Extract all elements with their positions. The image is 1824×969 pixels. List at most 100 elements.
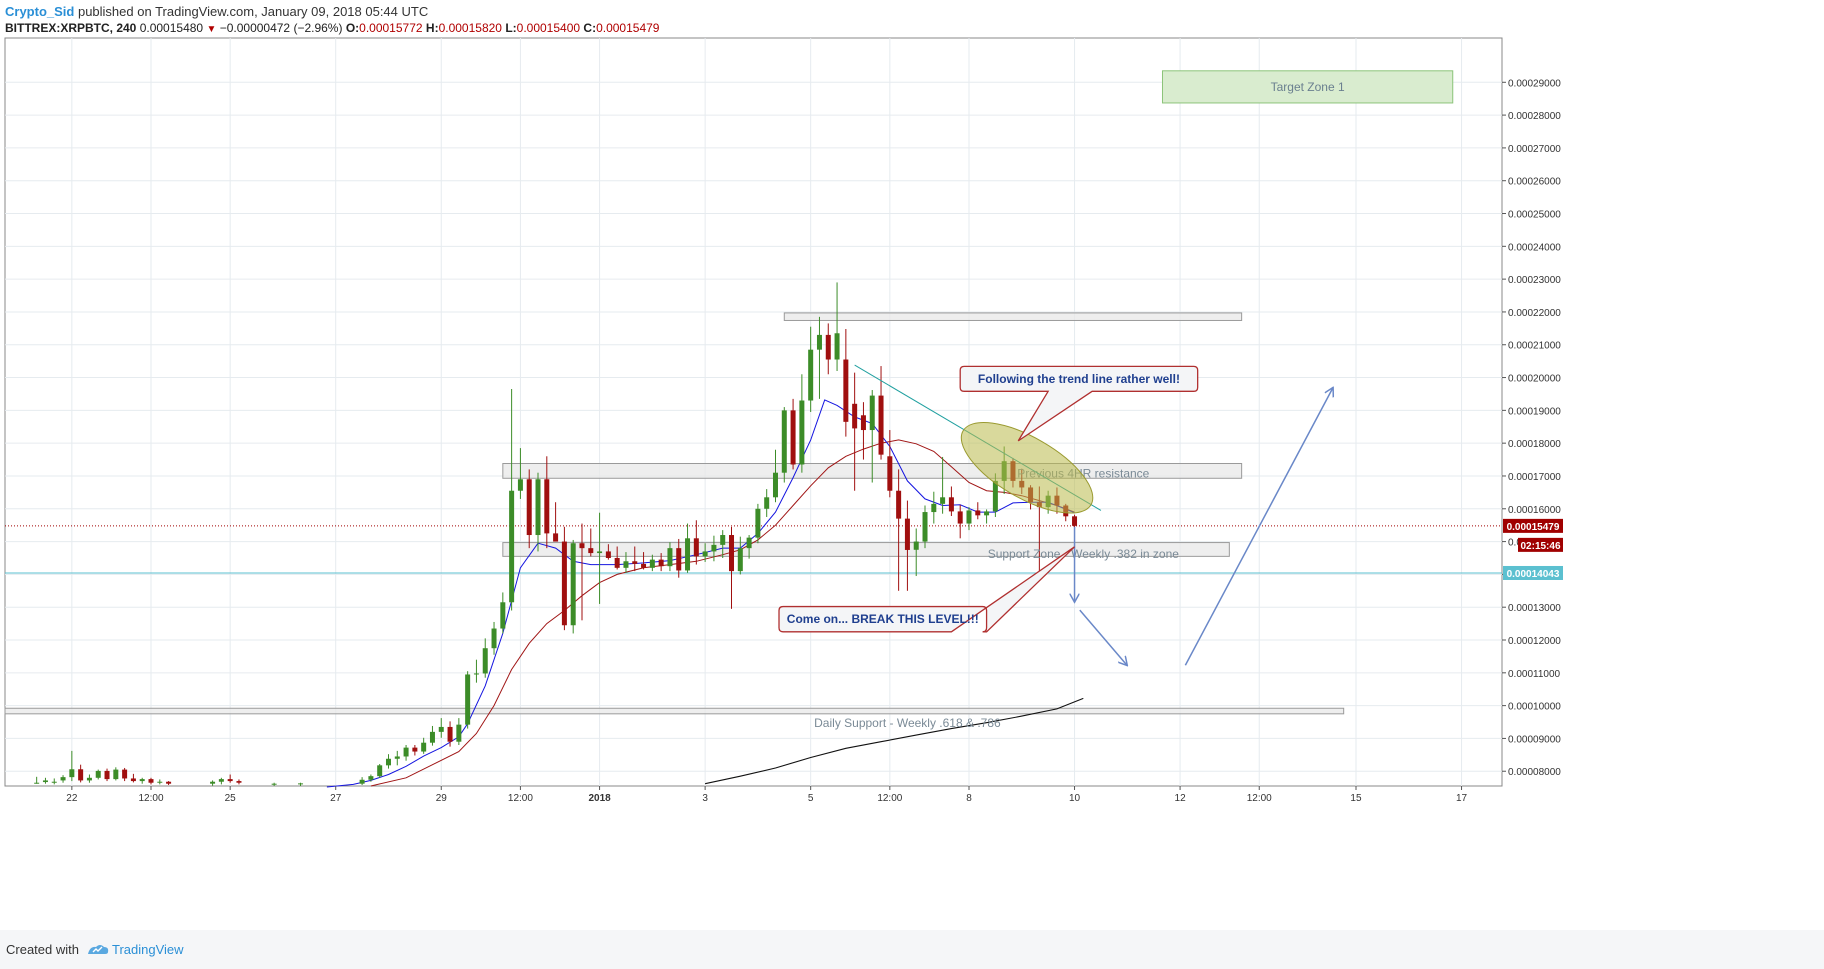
candle-body (816, 334, 822, 350)
candle-body (658, 559, 664, 567)
candle-body (605, 551, 611, 558)
candle (799, 374, 805, 473)
candle-body (359, 779, 365, 784)
candle (579, 523, 585, 621)
x-tick-label: 2018 (588, 793, 611, 804)
candle-body (913, 541, 919, 550)
candle-body (104, 770, 110, 780)
close-value: 0.00015479 (596, 21, 660, 35)
candle-body (368, 776, 374, 780)
candle-body (614, 557, 620, 568)
price-tag-box (1503, 518, 1563, 533)
candle (667, 542, 673, 572)
x-tick-label: 10 (1069, 793, 1081, 804)
y-tick-label: 0.00019000 (1508, 406, 1561, 417)
candle-body (113, 769, 119, 780)
x-tick-label: 27 (330, 793, 342, 804)
candle-body (588, 548, 594, 554)
callout-text: Following the trend line rather well! (978, 372, 1180, 386)
candle (236, 779, 242, 785)
candle (825, 323, 831, 375)
candle-body (69, 769, 75, 778)
candle (447, 721, 453, 747)
candle-body (236, 781, 242, 783)
candle (711, 535, 717, 562)
y-tick-label: 0.00021000 (1508, 341, 1561, 352)
candle (878, 366, 884, 460)
candle-body (729, 535, 735, 572)
candle (561, 526, 567, 631)
candle-body (491, 628, 497, 649)
candle (429, 725, 435, 746)
sma-long-line (704, 697, 1084, 785)
candle (227, 774, 233, 783)
candle-body (632, 561, 638, 564)
candle-body (95, 770, 101, 778)
highlight-ellipse (960, 422, 1094, 514)
candle (641, 552, 647, 570)
candle-body (34, 782, 40, 784)
candle-body (852, 403, 858, 429)
candle (122, 767, 128, 782)
candle-body (227, 779, 233, 782)
x-tick-label: 3 (702, 793, 708, 804)
high-value: 0.00015820 (438, 21, 502, 35)
x-tick-label: 12:00 (508, 793, 533, 804)
candle-body (975, 510, 981, 516)
candle (60, 775, 66, 783)
y-tick-label: 0.00012000 (1508, 636, 1561, 647)
candle-body (394, 756, 400, 759)
candle-body (860, 415, 866, 431)
y-tick-label: 0.00024000 (1508, 242, 1561, 253)
candle (113, 767, 119, 781)
candle-body (535, 479, 541, 536)
change-arrow-icon: ▼ (206, 24, 217, 35)
candle (860, 402, 866, 460)
y-tick-label: 0.00025000 (1508, 210, 1561, 221)
y-tick-label: 0.00020000 (1508, 374, 1561, 385)
candle-body (166, 781, 172, 784)
candle-body (931, 503, 937, 513)
close-label: C: (583, 21, 597, 35)
last-price: 0.00015480 (139, 21, 204, 35)
tradingview-link[interactable]: TradingView (112, 942, 184, 957)
callout-text: Come on... BREAK THIS LEVEL!!! (787, 612, 979, 626)
candle (887, 430, 893, 498)
candle (984, 509, 990, 524)
x-tick-label: 29 (436, 793, 448, 804)
candle-body (940, 497, 946, 504)
candle-body (720, 535, 726, 545)
candle-body (966, 510, 972, 524)
tradingview-logo-icon[interactable] (87, 943, 109, 955)
candle-body (570, 543, 576, 626)
open-value: 0.00015772 (359, 21, 423, 35)
candle (948, 486, 954, 516)
high-label: H: (425, 21, 439, 35)
candle-body (737, 548, 743, 572)
candle-body (447, 726, 453, 742)
zone-label: Daily Support - Weekly .618 & .786 (814, 716, 1001, 730)
candle (271, 782, 277, 786)
candle-body (641, 563, 647, 568)
candle-body (385, 758, 391, 766)
candle (500, 592, 506, 634)
candle-body (139, 779, 145, 782)
candle-body (218, 779, 224, 782)
candle (210, 780, 216, 786)
price-change: −0.00000472 (−2.96%) (219, 21, 343, 35)
candle (377, 764, 383, 778)
candle (526, 469, 532, 549)
candle (834, 282, 840, 371)
candle (957, 504, 963, 539)
author-link[interactable]: Crypto_Sid (5, 4, 75, 19)
y-tick-label: 0.00010000 (1508, 702, 1561, 713)
candle (368, 774, 374, 782)
candle-body (808, 349, 814, 401)
x-tick-label: 8 (966, 793, 972, 804)
candle-body (764, 497, 770, 509)
symbol-info: BITTREX:XRPBTC, 240 0.00015480 ▼ −0.0000… (5, 21, 659, 35)
candle (139, 777, 145, 784)
plot-area (4, 37, 1503, 787)
candle (535, 472, 541, 552)
